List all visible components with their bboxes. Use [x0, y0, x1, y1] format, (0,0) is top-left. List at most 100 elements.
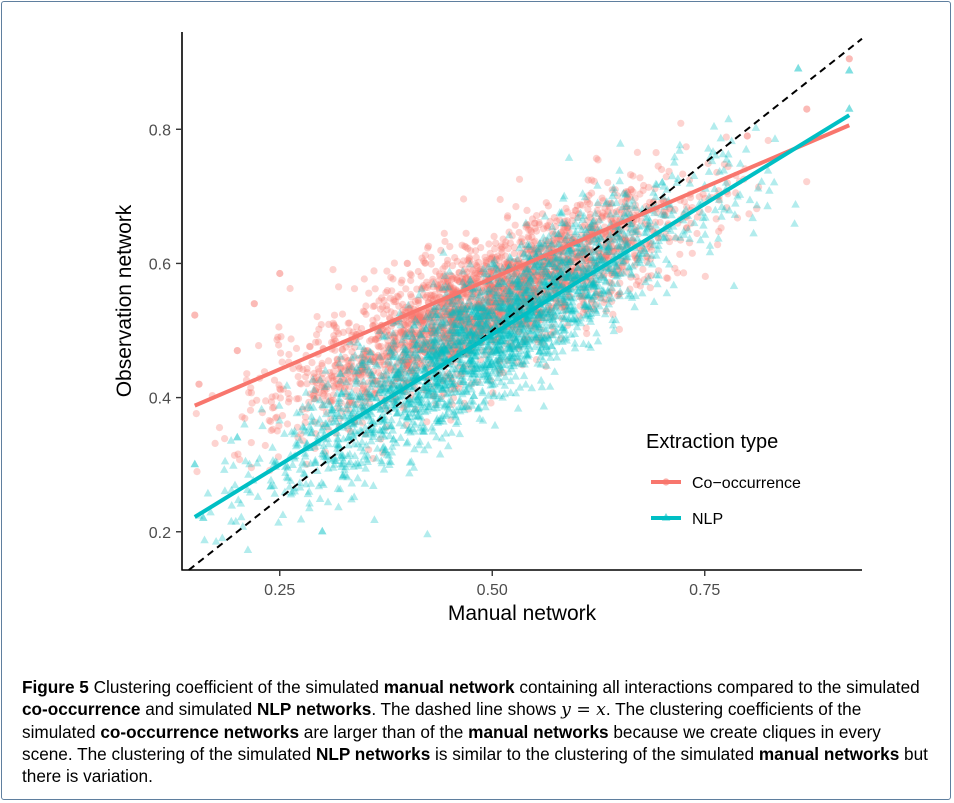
co-occurrence-point [301, 419, 309, 427]
co-occurrence-point [483, 297, 491, 305]
co-occurrence-point [422, 331, 430, 339]
nlp-point [653, 279, 662, 288]
co-occurrence-point [483, 305, 491, 313]
co-occurrence-point [601, 296, 610, 304]
co-occurrence-point [384, 352, 392, 360]
co-occurrence-point [262, 397, 270, 405]
co-occurrence-point [505, 262, 513, 270]
co-occurrence-point [558, 281, 566, 289]
co-occurrence-point [531, 277, 539, 285]
co-occurrence-point [417, 314, 425, 322]
co-occurrence-point [638, 247, 646, 255]
co-occurrence-point [532, 246, 540, 254]
co-occurrence-point [552, 259, 560, 267]
co-occurrence-point [475, 298, 483, 306]
co-occurrence-point [387, 345, 396, 354]
co-occurrence-point [451, 316, 459, 324]
co-occurrence-point [631, 201, 640, 209]
co-occurrence-point [425, 281, 433, 289]
co-occurrence-point [526, 281, 535, 289]
co-occurrence-point [379, 372, 388, 381]
co-occurrence-point [391, 331, 399, 339]
co-occurrence-point [562, 301, 570, 309]
co-occurrence-point [520, 286, 529, 294]
co-occurrence-point [699, 190, 707, 198]
co-occurrence-point [764, 136, 772, 145]
co-occurrence-point [446, 283, 454, 291]
co-occurrence-point [373, 314, 381, 322]
co-occurrence-point [733, 214, 742, 222]
co-occurrence-point [545, 242, 553, 250]
co-occurrence-point [481, 253, 489, 261]
co-occurrence-point [444, 327, 452, 335]
co-occurrence-point [591, 280, 599, 288]
co-occurrence-point [469, 328, 477, 336]
nlp-point [545, 382, 555, 390]
co-occurrence-point [608, 217, 616, 226]
co-occurrence-point [515, 321, 524, 329]
co-occurrence-point [471, 238, 479, 246]
co-occurrence-point [390, 259, 398, 267]
co-occurrence-point [388, 381, 396, 389]
co-occurrence-point [626, 205, 634, 213]
co-occurrence-point [544, 221, 552, 230]
co-occurrence-point [541, 291, 549, 299]
co-occurrence-point [439, 347, 447, 355]
co-occurrence-point [546, 260, 555, 268]
co-occurrence-point [524, 250, 532, 258]
co-occurrence-point [359, 366, 367, 374]
co-occurrence-point [467, 275, 475, 283]
co-occurrence-point [534, 311, 542, 319]
co-occurrence-point [397, 354, 405, 362]
co-occurrence-point [274, 453, 282, 461]
co-occurrence-point [609, 271, 617, 279]
nlp-point [729, 281, 739, 289]
co-occurrence-point [594, 201, 603, 209]
co-occurrence-point [547, 331, 555, 339]
co-occurrence-point [377, 435, 385, 443]
co-occurrence-point [600, 298, 608, 307]
co-occurrence-point [491, 284, 499, 292]
co-occurrence-point [494, 311, 502, 319]
co-occurrence-point [558, 259, 566, 267]
co-occurrence-point [601, 204, 609, 212]
co-occurrence-point [422, 312, 430, 320]
co-occurrence-point [552, 266, 561, 275]
co-occurrence-point [605, 245, 613, 253]
co-occurrence-point [356, 361, 364, 369]
co-occurrence-point [523, 245, 531, 254]
co-occurrence-point [451, 305, 459, 313]
co-occurrence-point [539, 257, 547, 265]
co-occurrence-point [397, 290, 405, 298]
co-occurrence-point [344, 362, 352, 370]
co-occurrence-point [416, 310, 425, 318]
co-occurrence-point [341, 367, 349, 375]
co-occurrence-point [485, 268, 493, 276]
nlp-point [396, 433, 405, 441]
co-occurrence-point [581, 286, 589, 294]
co-occurrence-point [406, 304, 414, 313]
co-occurrence-point [411, 298, 419, 306]
co-occurrence-point [476, 329, 484, 337]
nlp-point [244, 470, 253, 478]
co-occurrence-point [469, 292, 477, 300]
co-occurrence-point [456, 308, 464, 317]
co-occurrence-point [427, 339, 435, 347]
co-occurrence-point [417, 340, 425, 348]
co-occurrence-point [466, 331, 475, 339]
co-occurrence-point [492, 299, 500, 307]
co-occurrence-point [570, 267, 578, 275]
co-occurrence-point [393, 374, 401, 382]
co-occurrence-point [401, 349, 409, 357]
co-occurrence-point [443, 335, 451, 343]
co-occurrence-point [656, 218, 664, 226]
co-occurrence-point [364, 379, 372, 387]
co-occurrence-point [654, 162, 662, 170]
co-occurrence-point [362, 302, 370, 310]
co-occurrence-point [527, 282, 535, 291]
co-occurrence-point [356, 371, 365, 379]
co-occurrence-point [713, 168, 721, 177]
co-occurrence-point [331, 361, 339, 370]
co-occurrence-point [530, 244, 538, 252]
co-occurrence-point [579, 247, 587, 255]
